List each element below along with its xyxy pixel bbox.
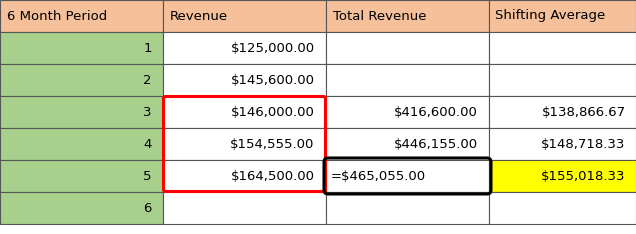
Text: 6: 6 [143,201,151,215]
Bar [163,96,326,128]
Text: =$465,055.00: =$465,055.00 [331,169,426,183]
Text: $125,000.00: $125,000.00 [230,41,315,55]
Bar [326,192,489,224]
Bar [163,128,326,160]
Bar [489,160,636,192]
Text: $138,866.67: $138,866.67 [542,106,626,118]
Bar [489,64,636,96]
Text: $155,018.33: $155,018.33 [541,169,626,183]
Bar [326,160,489,192]
Text: Total Revenue: Total Revenue [333,10,426,22]
Text: $146,000.00: $146,000.00 [231,106,315,118]
Bar [0,0,163,32]
Text: 5: 5 [143,169,151,183]
Bar [163,160,326,192]
Text: $446,155.00: $446,155.00 [394,138,478,150]
Bar [0,96,163,128]
Bar [326,32,489,64]
Text: $416,600.00: $416,600.00 [394,106,478,118]
Bar [326,0,489,32]
Text: Shifting Average: Shifting Average [495,10,605,22]
Text: 3: 3 [143,106,151,118]
Bar [0,64,163,96]
Bar [489,32,636,64]
Bar [326,128,489,160]
Text: $164,500.00: $164,500.00 [231,169,315,183]
Text: 6 Month Period: 6 Month Period [6,10,107,22]
Bar [163,192,326,224]
Bar [489,96,636,128]
Bar [326,64,489,96]
Text: $154,555.00: $154,555.00 [230,138,315,150]
Text: Revenue: Revenue [170,10,228,22]
Bar [163,32,326,64]
Text: 4: 4 [143,138,151,150]
Text: 1: 1 [143,41,151,55]
Bar [0,160,163,192]
Bar [163,0,326,32]
Text: $148,718.33: $148,718.33 [541,138,626,150]
Bar [489,128,636,160]
Text: $145,600.00: $145,600.00 [231,73,315,87]
Bar [163,64,326,96]
Bar [0,32,163,64]
Bar [0,192,163,224]
Bar [489,0,636,32]
Bar [489,192,636,224]
Text: 2: 2 [143,73,151,87]
Bar [326,96,489,128]
Bar [0,128,163,160]
